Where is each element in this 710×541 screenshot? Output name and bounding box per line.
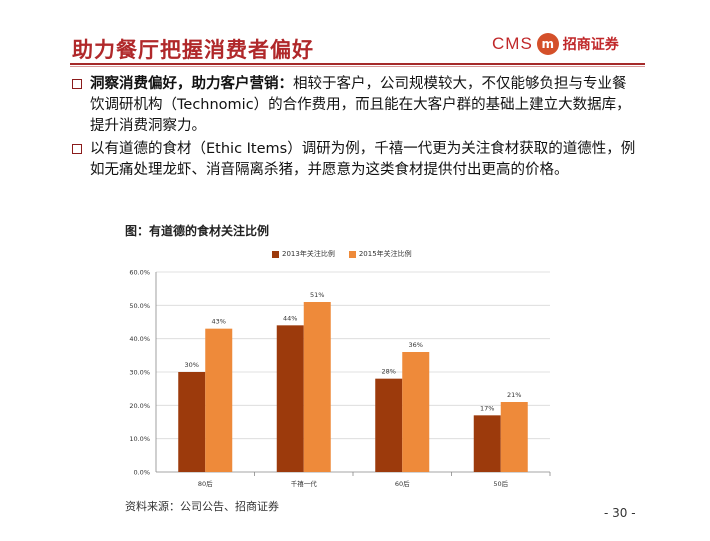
- source-note: 资料来源：公司公告、招商证券: [125, 500, 279, 513]
- y-tick-label: 20.0%: [129, 402, 150, 410]
- legend-swatch: [348, 250, 356, 258]
- bar: [205, 328, 233, 472]
- slide-header: 助力餐厅把握消费者偏好 CMS m 招商证券: [0, 0, 710, 70]
- logo-latin-text: CMS: [492, 34, 533, 53]
- x-tick-label: 50后: [493, 479, 508, 488]
- bullet-text: 以有道德的食材（Ethic Items）调研为例，千禧一代更为关注食材获取的道德…: [90, 141, 636, 178]
- legend-swatch: [272, 250, 279, 258]
- data-label: 21%: [507, 391, 521, 399]
- data-label: 17%: [480, 404, 494, 412]
- header-rule-thin: [70, 66, 645, 67]
- bullet-bold-lead: 洞察消费偏好，助力客户营销：: [90, 76, 293, 92]
- logo-mark-icon: m: [536, 33, 559, 55]
- bar: [375, 378, 403, 472]
- y-tick-label: 40.0%: [129, 335, 150, 343]
- y-tick-label: 50.0%: [129, 302, 150, 310]
- bullet-item: 以有道德的食材（Ethic Items）调研为例，千禧一代更为关注食材获取的道德…: [72, 139, 640, 181]
- data-label: 30%: [185, 361, 199, 369]
- y-tick-label: 10.0%: [129, 435, 150, 443]
- bar: [500, 402, 528, 472]
- bullet-list: 洞察消费偏好，助力客户营销：相较于客户，公司规模较大，不仅能够负担与专业餐饮调研…: [72, 74, 640, 183]
- bar: [402, 352, 430, 472]
- company-logo: CMS m 招商证券: [492, 30, 619, 58]
- y-tick-label: 30.0%: [129, 369, 150, 377]
- legend-label: 2013年关注比例: [282, 250, 335, 258]
- chart-title: 图：有道德的食材关注比例: [125, 224, 270, 238]
- x-tick-label: 80后: [198, 479, 213, 488]
- page-title: 助力餐厅把握消费者偏好: [72, 38, 314, 62]
- data-label: 28%: [382, 368, 396, 376]
- x-tick-label: 60后: [395, 479, 410, 488]
- bullet-text: 相较于客户，公司规模较大，不仅能够负担与专业餐饮调研机构（Technomic）的…: [90, 76, 631, 134]
- data-label: 51%: [310, 291, 324, 299]
- bar: [303, 302, 331, 472]
- logo-chinese-text: 招商证券: [562, 37, 619, 53]
- legend-label: 2015年关注比例: [358, 250, 412, 258]
- data-label: 43%: [212, 318, 226, 326]
- data-label: 44%: [283, 314, 297, 322]
- checkbox-bullet-icon: [72, 144, 82, 154]
- legend-item: 2015年关注比例: [348, 249, 412, 259]
- bar: [276, 325, 304, 472]
- chart-legend: 2013年关注比例 2015年关注比例: [272, 249, 426, 259]
- bar: [473, 415, 501, 472]
- y-tick-label: 60.0%: [129, 269, 150, 277]
- bar: [178, 372, 206, 472]
- header-rule: [70, 63, 645, 65]
- y-tick-label: 0.0%: [133, 469, 150, 477]
- data-label: 36%: [409, 341, 423, 349]
- checkbox-bullet-icon: [72, 79, 82, 89]
- bullet-item: 洞察消费偏好，助力客户营销：相较于客户，公司规模较大，不仅能够负担与专业餐饮调研…: [72, 74, 640, 137]
- x-tick-label: 千禧一代: [291, 479, 318, 488]
- page-number: - 30 -: [604, 506, 636, 520]
- legend-item: 2013年关注比例: [272, 249, 335, 259]
